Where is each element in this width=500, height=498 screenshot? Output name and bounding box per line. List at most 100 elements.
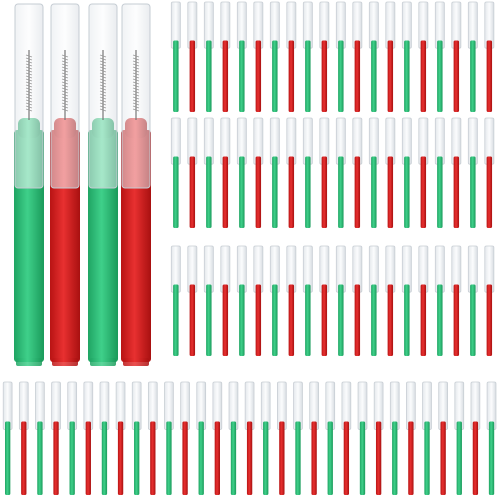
brush-bristle <box>25 60 33 64</box>
small-body <box>222 284 229 356</box>
small-body <box>222 156 229 228</box>
brush-bristle <box>61 60 69 64</box>
small-body <box>263 421 269 495</box>
small-body <box>354 156 361 228</box>
brush-bristle <box>132 96 140 100</box>
brush-bristle <box>25 78 33 82</box>
brush-bristle <box>132 87 140 91</box>
small-body <box>230 421 237 495</box>
small-body <box>214 421 220 495</box>
small-body <box>486 156 493 228</box>
brush-bristle <box>99 72 107 76</box>
brush-bristle <box>25 93 33 97</box>
brush-bristle <box>61 69 69 73</box>
small-body <box>272 156 278 228</box>
brush-bristle <box>132 81 140 85</box>
small-body <box>206 156 212 228</box>
small-body <box>470 156 476 228</box>
brush-bristle <box>61 72 69 76</box>
small-body <box>288 284 295 356</box>
small-body <box>375 421 382 495</box>
brush-bristle <box>99 81 107 85</box>
brush-bristle <box>25 96 33 100</box>
brush-bristle <box>132 108 140 112</box>
brush-bristle <box>61 108 69 112</box>
brush-bristle <box>132 72 140 76</box>
brush-end <box>52 358 78 366</box>
small-body <box>305 156 311 228</box>
small-body <box>246 421 253 495</box>
brush-bristle <box>132 93 140 97</box>
brush-end <box>123 358 149 366</box>
brush-bristle <box>61 93 69 97</box>
small-body <box>134 421 140 495</box>
brush-end <box>16 358 42 366</box>
brush-bristle <box>132 63 140 67</box>
small-body <box>437 156 443 228</box>
brush-bristle <box>99 75 107 79</box>
brush-bristle <box>61 78 69 82</box>
brush-bristle <box>132 66 140 70</box>
small-body <box>166 421 172 495</box>
small-body <box>272 40 278 112</box>
brush-bristle <box>99 99 107 103</box>
small-body <box>424 421 430 495</box>
small-body <box>222 40 229 112</box>
small-body <box>182 421 188 495</box>
small-body <box>295 421 301 495</box>
brush-bristle <box>132 57 140 61</box>
brush-bristle <box>25 84 33 88</box>
small-body <box>255 284 262 356</box>
small-body <box>69 421 75 495</box>
brush-bristle <box>25 54 33 58</box>
small-body <box>117 421 124 495</box>
brush-bristle <box>25 90 33 94</box>
brush-bristle <box>132 84 140 88</box>
small-body <box>239 156 245 228</box>
brush-bristle <box>99 57 107 61</box>
small-body <box>206 284 212 356</box>
small-body <box>321 284 328 356</box>
brush-bristle <box>25 75 33 79</box>
small-body <box>255 156 262 228</box>
brush-bristle <box>132 60 140 64</box>
brush-bristle <box>99 66 107 70</box>
brush-bristle <box>61 102 69 106</box>
brush-bristle <box>99 102 107 106</box>
brush-bristle <box>99 54 107 58</box>
brush-bristle <box>61 96 69 100</box>
brush-end <box>90 358 116 366</box>
brush-bristle <box>25 105 33 109</box>
small-body <box>470 284 476 356</box>
small-body <box>420 156 427 228</box>
brush-bristle <box>61 90 69 94</box>
small-body <box>311 421 317 495</box>
small-body <box>354 284 361 356</box>
brush-bristle <box>25 57 33 61</box>
small-body <box>404 284 410 356</box>
brush-bristle <box>132 54 140 58</box>
small-body <box>288 156 295 228</box>
small-body <box>239 40 245 112</box>
small-body <box>387 40 394 112</box>
small-body <box>440 421 446 495</box>
small-body <box>453 156 460 228</box>
small-body <box>408 421 414 495</box>
small-body <box>453 40 460 112</box>
small-body <box>371 156 377 228</box>
brush-bristle <box>99 69 107 73</box>
small-body <box>359 421 366 495</box>
small-body <box>486 284 493 356</box>
brush-bristle <box>99 63 107 67</box>
small-body <box>371 284 377 356</box>
brush-bristle <box>61 75 69 79</box>
small-body <box>305 40 311 112</box>
small-body <box>404 156 410 228</box>
brush-bristle <box>99 105 107 109</box>
brush-bristle <box>25 81 33 85</box>
small-body <box>437 284 443 356</box>
small-body <box>198 421 204 495</box>
brush-bristle <box>25 87 33 91</box>
brush-bristle <box>25 99 33 103</box>
